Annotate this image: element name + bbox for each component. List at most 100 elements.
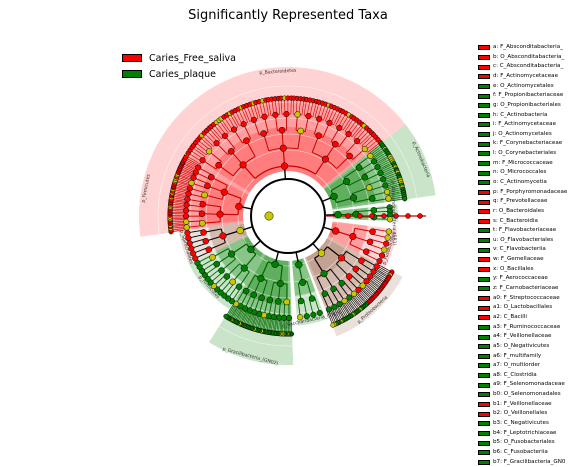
taxa-legend-item: q: F_Prevotellaceae xyxy=(478,197,576,207)
node-caries-free xyxy=(332,228,339,235)
taxa-legend-item: b: O_Absconditabacteria_ xyxy=(478,53,576,63)
root-circle xyxy=(251,179,325,253)
node-caries-plaque xyxy=(241,265,248,272)
node-caries-plaque xyxy=(332,304,338,310)
taxa-legend-item: b0: O_Selenomonadales xyxy=(478,390,576,400)
taxa-legend-label: o: C_Actinomycetia xyxy=(493,180,547,186)
node-caries-free xyxy=(370,229,376,235)
node-caries-plaque xyxy=(243,288,249,294)
node-caries-free xyxy=(281,163,288,170)
taxa-legend-swatch xyxy=(478,248,490,253)
taxa-legend-item: d: F_Actinomycetaceae xyxy=(478,72,576,82)
node-caries-free xyxy=(208,174,214,180)
node-caries-free xyxy=(327,120,333,126)
node-caries-free xyxy=(222,133,228,139)
node-caries-free xyxy=(214,140,220,146)
node-caries-plaque xyxy=(375,164,381,170)
taxa-legend-label: u: O_Flavobacteriales xyxy=(493,238,553,244)
taxa-legend-item: t: F_Flavobacteriaceae xyxy=(478,226,576,236)
taxa-legend-swatch xyxy=(478,441,490,446)
group-legend: Caries_Free_saliva Caries_plaque xyxy=(122,50,236,82)
taxa-legend-label: d: F_Actinomycetaceae xyxy=(493,74,558,80)
node-nonsignificant xyxy=(366,185,372,191)
taxa-legend-swatch xyxy=(478,55,490,60)
node-caries-free xyxy=(262,114,268,120)
node-caries-free xyxy=(183,213,189,219)
taxa-legend-item: r: O_Bacteroidales xyxy=(478,207,576,217)
taxa-legend-swatch xyxy=(478,74,490,79)
node-caries-free xyxy=(193,170,199,176)
node-caries-plaque xyxy=(298,298,304,304)
node-nonsignificant xyxy=(206,149,212,155)
taxa-legend-swatch xyxy=(478,450,490,455)
node-caries-free xyxy=(217,211,224,218)
taxa-legend-item: a7: O_multiorder xyxy=(478,361,576,371)
taxa-legend-swatch xyxy=(478,392,490,397)
taxa-legend-item: u: O_Flavobacteriales xyxy=(478,236,576,246)
node-caries-plaque xyxy=(218,268,224,274)
taxa-legend-item: m: F_Micrococcaceae xyxy=(478,159,576,169)
taxa-legend-swatch xyxy=(478,267,490,272)
taxa-legend-item: b7: F_Gracilibacteria_GN0 xyxy=(478,458,576,467)
node-caries-free xyxy=(241,121,247,127)
taxa-legend-item: g: O_Propionibacteriales xyxy=(478,101,576,111)
taxa-legend-item: b5: O_Fusobacteriales xyxy=(478,438,576,448)
node-caries-plaque xyxy=(383,183,389,189)
node-caries-free xyxy=(201,229,207,235)
legend-item-caries-free-saliva: Caries_Free_saliva xyxy=(122,50,236,66)
taxa-legend-item: l: O_Corynebacteriales xyxy=(478,149,576,159)
taxa-legend-label: h: C_Actinobacteria xyxy=(493,113,547,119)
node-caries-plaque xyxy=(295,261,302,268)
taxa-legend-item: a6: F_multifamily xyxy=(478,352,576,362)
taxa-legend-swatch xyxy=(478,84,490,89)
node-caries-plaque xyxy=(271,314,277,320)
taxa-legend-swatch xyxy=(478,238,490,243)
node-caries-plaque xyxy=(362,174,368,180)
node-caries-free xyxy=(374,264,380,270)
taxa-legend-label: m: F_Micrococcaceae xyxy=(493,161,553,167)
taxa-legend-item: z: F_Carnobacteriaceae xyxy=(478,284,576,294)
taxa-legend-item: o: C_Actinomycetia xyxy=(478,178,576,188)
node-caries-plaque xyxy=(350,195,357,202)
taxa-legend: a: F_Absconditabacteria_b: O_Absconditab… xyxy=(478,43,576,467)
taxa-legend-swatch xyxy=(478,103,490,108)
taxa-legend-label: l: O_Corynebacteriales xyxy=(493,151,556,157)
taxa-legend-label: p: F_Porphyromonadaceae xyxy=(493,190,567,196)
taxa-legend-item: n: O_Micrococcales xyxy=(478,168,576,178)
taxa-legend-swatch xyxy=(478,383,490,388)
node-nonsignificant xyxy=(384,189,390,195)
taxa-legend-item: i: F_Actinomycetaceae xyxy=(478,120,576,130)
node-nonsignificant xyxy=(265,212,273,220)
node-caries-free xyxy=(363,249,369,255)
node-nonsignificant xyxy=(295,112,301,118)
taxa-legend-swatch xyxy=(478,171,490,176)
node-caries-free xyxy=(353,266,359,272)
node-caries-plaque xyxy=(236,284,242,290)
node-nonsignificant xyxy=(183,219,189,225)
node-caries-free xyxy=(382,214,387,219)
node-nonsignificant xyxy=(199,220,205,226)
node-nonsignificant xyxy=(342,298,348,304)
taxa-legend-label: a5: O_Negativicutes xyxy=(493,344,549,350)
taxa-legend-label: g: O_Propionibacteriales xyxy=(493,103,561,109)
node-caries-plaque xyxy=(258,275,265,282)
node-caries-free xyxy=(204,183,210,189)
node-caries-plaque xyxy=(369,195,375,201)
taxa-legend-swatch xyxy=(478,373,490,378)
node-caries-free xyxy=(367,239,373,245)
node-caries-plaque xyxy=(228,251,235,258)
taxa-legend-item: a1: O_Lactobacillales xyxy=(478,303,576,313)
node-caries-free xyxy=(418,214,423,219)
taxa-legend-swatch xyxy=(478,277,490,282)
taxa-legend-swatch xyxy=(478,363,490,368)
taxa-legend-swatch xyxy=(478,315,490,320)
node-caries-free xyxy=(200,157,206,163)
node-nonsignificant xyxy=(368,153,374,159)
taxa-legend-item: k: F_Corynebacteriaceae xyxy=(478,139,576,149)
node-nonsignificant xyxy=(386,229,392,235)
taxa-legend-label: b2: O_Veillonellales xyxy=(493,411,547,417)
node-caries-free xyxy=(273,112,279,118)
node-caries-plaque xyxy=(322,291,328,297)
taxa-legend-swatch xyxy=(478,335,490,340)
node-caries-free xyxy=(236,203,243,210)
